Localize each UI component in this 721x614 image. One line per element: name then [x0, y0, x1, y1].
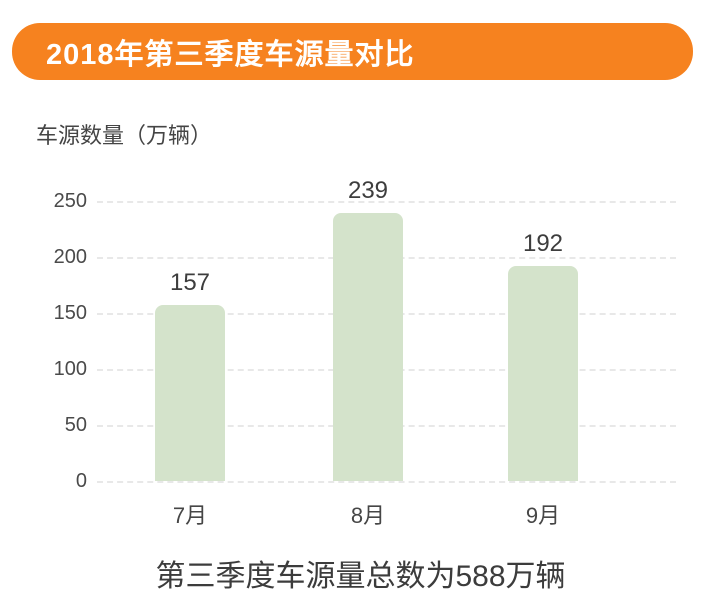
bar-9月	[508, 265, 578, 481]
header-banner: 2018年第三季度车源量对比	[12, 23, 693, 80]
summary-text: 第三季度车源量总数为588万辆	[155, 560, 566, 593]
y-tick-label-100: 100	[53, 358, 87, 380]
y-tick-label-0: 0	[75, 470, 87, 492]
y-tick-label-200: 200	[53, 246, 87, 268]
bar-value-label-8月: 239	[347, 177, 389, 205]
x-axis-label-8月: 8月	[350, 503, 386, 528]
y-axis-title: 车源数量（万辆）	[36, 123, 213, 148]
gridline-0	[97, 481, 676, 483]
x-axis-label-7月: 7月	[172, 503, 208, 528]
bar-7月	[155, 305, 225, 481]
bar-value-label-7月: 157	[169, 269, 211, 297]
plot-area: 157 239 192	[97, 177, 676, 483]
y-tick-label-250: 250	[53, 190, 87, 212]
bar-value-label-9月: 192	[522, 229, 564, 257]
y-tick-label-150: 150	[53, 302, 87, 324]
y-tick-label-50: 50	[64, 414, 87, 436]
gridline-250	[97, 201, 676, 203]
x-axis-label-9月: 9月	[525, 503, 561, 528]
page-title: 2018年第三季度车源量对比	[46, 38, 415, 71]
bar-8月	[333, 213, 403, 481]
